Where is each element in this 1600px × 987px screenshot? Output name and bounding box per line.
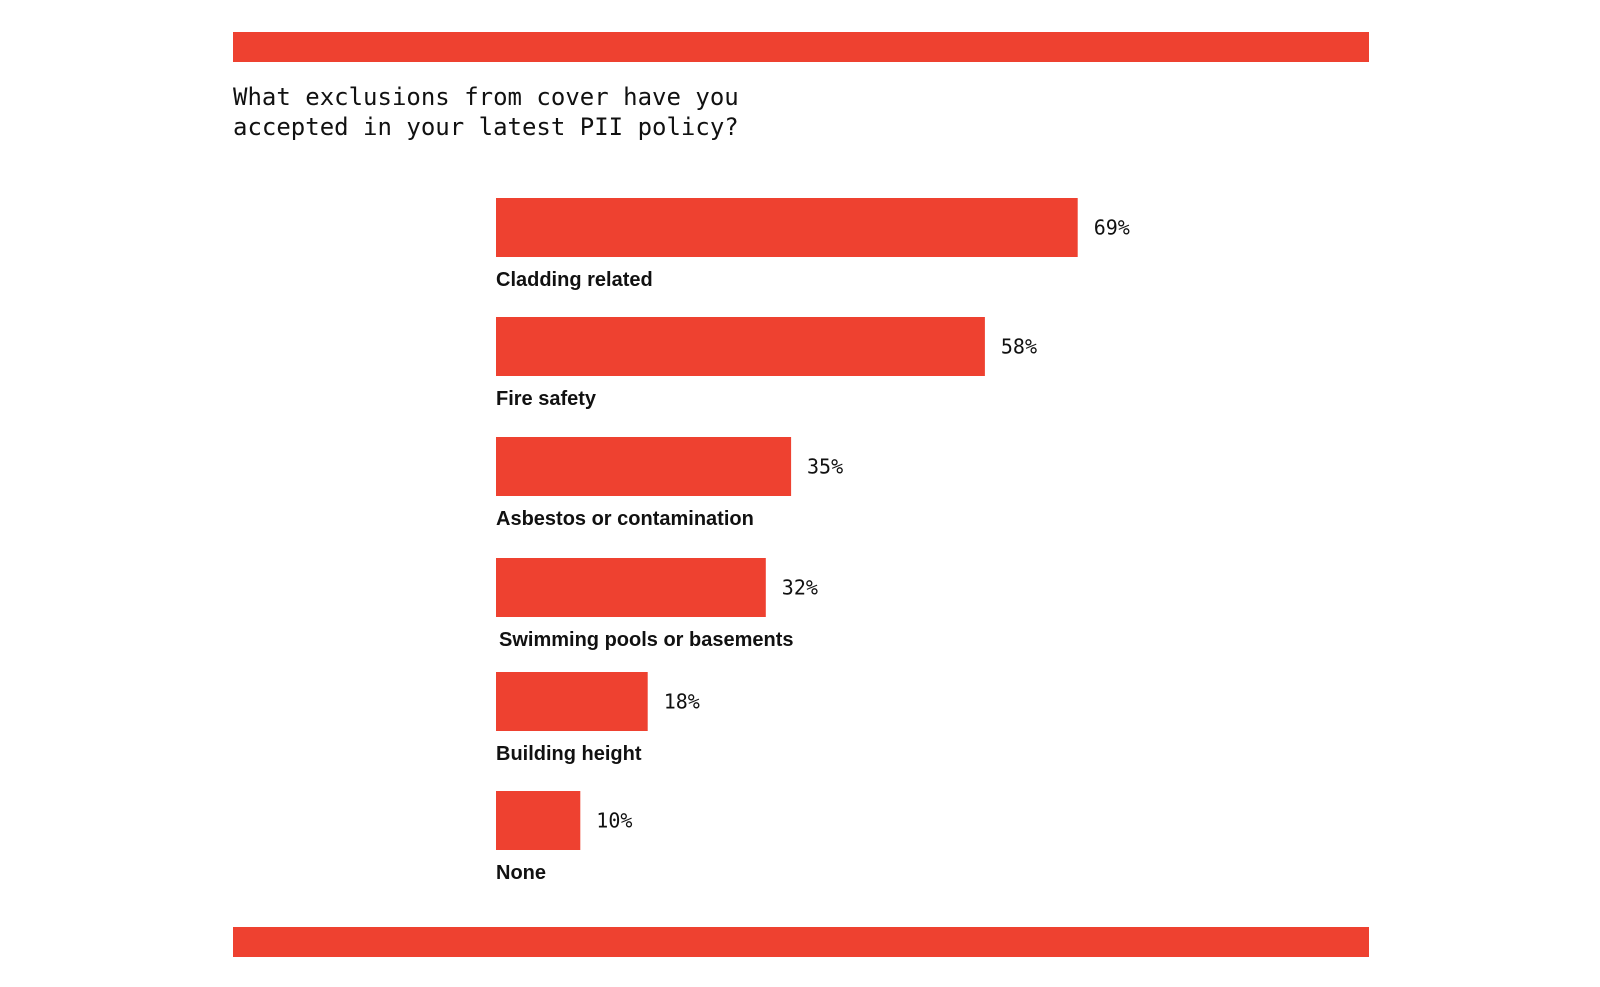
bar-value-label-0: 69% <box>1094 216 1130 240</box>
top-accent-rule <box>233 32 1369 62</box>
bottom-accent-rule <box>233 927 1369 957</box>
category-label-3: Swimming pools or basements <box>499 629 794 651</box>
bar-1 <box>496 317 985 376</box>
category-label-5: None <box>496 862 546 884</box>
category-label-0: Cladding related <box>496 269 653 291</box>
bar-2 <box>496 437 792 496</box>
category-label-2: Asbestos or contamination <box>496 508 754 530</box>
bar-5 <box>496 791 581 850</box>
bar-4 <box>496 672 648 731</box>
chart-title: What exclusions from cover have you acce… <box>233 83 739 141</box>
category-label-1: Fire safety <box>496 388 597 410</box>
bar-3 <box>496 558 766 617</box>
bar-0 <box>496 198 1078 257</box>
bar-value-label-2: 35% <box>807 455 843 479</box>
bar-value-label-4: 18% <box>664 690 700 714</box>
bar-value-label-5: 10% <box>596 809 632 833</box>
category-label-4: Building height <box>496 743 642 765</box>
bar-value-label-1: 58% <box>1001 335 1037 359</box>
bar-value-label-3: 32% <box>782 576 818 600</box>
